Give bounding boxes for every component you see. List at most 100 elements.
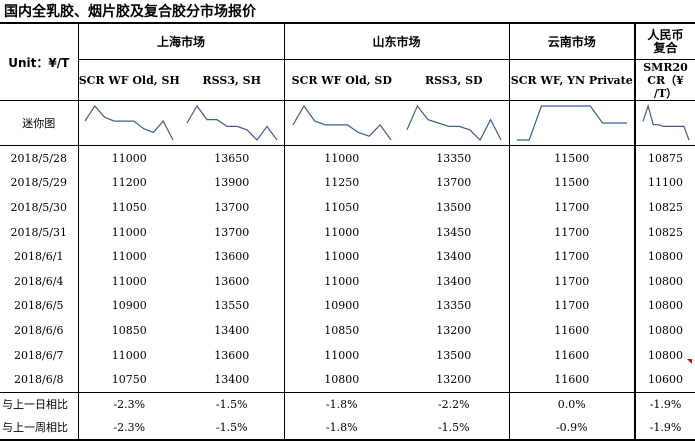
row-date: 2018/6/5 — [14, 299, 64, 313]
sparkline-path-sh_scr — [84, 105, 174, 141]
sparkline-path-smr — [641, 103, 690, 141]
cell-yn-scr: 11600 — [508, 367, 636, 393]
cell-sh-scr: 11000 — [77, 145, 180, 171]
data-row: 2018/6/1 11000 13600 11000 13400 11700 1… — [0, 244, 695, 269]
cell-sd-rss: 13350 — [436, 151, 472, 165]
market-yunnan: 云南市场 — [508, 24, 636, 60]
cell-sd-scr: 11000 — [283, 219, 400, 245]
cmp-sh-scr: -2.3% — [77, 392, 180, 416]
cell-sd-scr: 11000 — [283, 145, 400, 171]
cmp-sh-rss: -1.5% — [180, 415, 285, 441]
sparkline-row: 迷你图 — [0, 100, 695, 146]
spark-cell-yn-scr — [508, 100, 636, 146]
rmb-line1: 人民币 — [647, 27, 684, 42]
cell-sh-rss: 13600 — [214, 274, 250, 288]
smr-line1: SMR20 — [643, 60, 688, 74]
cell-sd-scr: 11050 — [283, 195, 400, 220]
sparkline-path-sh_rss — [186, 104, 278, 141]
compare-label: 与上一日相比 — [2, 398, 68, 412]
cell-sd-scr: 11000 — [283, 342, 400, 368]
cell-sd-rss: 13450 — [436, 225, 472, 239]
market-rmb-composite: 人民币 复合 — [634, 24, 695, 60]
cell-sh-scr: 11000 — [77, 219, 180, 245]
cell-sh-rss: 13400 — [180, 367, 285, 393]
cell-smr: 10800 — [634, 318, 695, 343]
spark-cell-sd-scr — [283, 100, 400, 146]
cell-sh-rss: 13900 — [214, 176, 250, 190]
cell-sh-scr: 11050 — [77, 195, 180, 220]
data-row: 2018/6/4 11000 13600 11000 13400 11700 1… — [0, 268, 695, 294]
cell-sh-scr: 10750 — [77, 367, 180, 393]
smr-line3: /T） — [653, 86, 678, 100]
cell-smr: 10800 — [634, 268, 695, 294]
cell-sh-rss: 13650 — [214, 151, 250, 165]
cmp-yn-scr: -0.9% — [508, 415, 636, 441]
sparkline-smr — [641, 103, 690, 141]
compare-label: 与上一周相比 — [0, 415, 78, 441]
row-date: 2018/5/29 — [10, 176, 67, 190]
cell-yn-scr: 11700 — [508, 195, 636, 220]
cell-sh-rss: 13550 — [214, 299, 250, 313]
cell-sd-scr: 11000 — [283, 244, 400, 269]
cell-sd-rss: 13700 — [436, 176, 472, 190]
spark-cell-sh-scr — [77, 100, 180, 146]
data-row: 2018/5/28 11000 13650 11000 13350 11500 … — [0, 145, 695, 171]
cell-sh-scr: 10900 — [77, 293, 180, 319]
sparkline-path-yn_scr — [516, 105, 627, 141]
cell-yn-scr: 11600 — [508, 342, 636, 368]
sparkline-yn-scr — [516, 105, 627, 141]
cell-sd-scr: 11250 — [283, 170, 400, 196]
cell-sd-rss: 13400 — [436, 250, 472, 264]
cmp-sd-rss: -1.5% — [399, 415, 510, 441]
sparkline-sh-rss — [186, 104, 278, 141]
cell-sd-scr: 11000 — [283, 268, 400, 294]
cmp-sh-rss: -1.5% — [215, 397, 248, 411]
spark-cell-sd-rss — [399, 100, 510, 146]
data-row: 2018/6/6 10850 13400 10850 13200 11600 1… — [0, 318, 695, 343]
data-row: 2018/5/30 11050 13700 11050 13500 11700 … — [0, 195, 695, 220]
sparkline-label: 迷你图 — [0, 100, 78, 146]
cell-smr: 10800 — [634, 244, 695, 269]
cell-sh-scr: 11200 — [77, 170, 180, 196]
col-sd-rss: RSS3, SD — [399, 59, 510, 101]
cell-smr: 10800 — [634, 342, 695, 368]
cell-sh-scr: 10850 — [77, 318, 180, 343]
cmp-smr: -1.9% — [634, 415, 695, 441]
cell-sd-rss: 13350 — [436, 299, 472, 313]
cell-yn-scr: 11600 — [508, 318, 636, 343]
row-date: 2018/6/8 — [0, 367, 78, 393]
market-shanghai: 上海市场 — [77, 24, 285, 60]
sparkline-sd-rss — [406, 104, 502, 141]
cmp-sd-scr: -1.8% — [283, 415, 400, 441]
cell-sd-rss: 13400 — [436, 274, 472, 288]
cmp-sd-scr: -1.8% — [283, 392, 400, 416]
cell-sh-scr: 11000 — [77, 342, 180, 368]
row-date: 2018/6/7 — [14, 348, 64, 362]
cell-smr: 10800 — [634, 293, 695, 319]
col-yn-scr: SCR WF, YN Private — [508, 59, 636, 101]
cell-sd-scr: 10900 — [283, 293, 400, 319]
data-row: 2018/6/8 10750 13400 10800 13200 11600 1… — [0, 367, 695, 393]
row-date: 2018/6/1 — [14, 250, 64, 264]
data-row: 2018/5/31 11000 13700 11000 13450 11700 … — [0, 219, 695, 245]
cmp-yn-scr: 0.0% — [508, 392, 636, 416]
sparkline-sh-scr — [84, 105, 174, 141]
col-sd-scr: SCR WF Old, SD — [283, 59, 400, 101]
spark-cell-smr — [634, 100, 695, 146]
compare-row: 与上一日相比 -2.3% -1.5% -1.8% -2.2% 0.0% -1.9… — [0, 392, 695, 416]
data-row: 2018/6/7 11000 13600 11000 13500 11600 1… — [0, 342, 695, 368]
smr-line2: CR（¥ — [647, 73, 684, 87]
market-shandong: 山东市场 — [283, 24, 510, 60]
cell-smr: 10825 — [634, 195, 695, 220]
cell-sh-scr: 11000 — [77, 268, 180, 294]
cmp-sd-rss: -2.2% — [437, 397, 470, 411]
cell-smr: 11100 — [634, 170, 695, 196]
sparkline-path-sd_scr — [292, 104, 392, 141]
cmp-smr: -1.9% — [634, 392, 695, 416]
cell-smr: 10875 — [634, 145, 695, 171]
compare-row: 与上一周相比 -2.3% -1.5% -1.8% -1.5% -0.9% -1.… — [0, 415, 695, 441]
cell-yn-scr: 11700 — [508, 244, 636, 269]
row-date: 2018/5/28 — [10, 151, 67, 165]
cmp-sh-scr: -2.3% — [77, 415, 180, 441]
